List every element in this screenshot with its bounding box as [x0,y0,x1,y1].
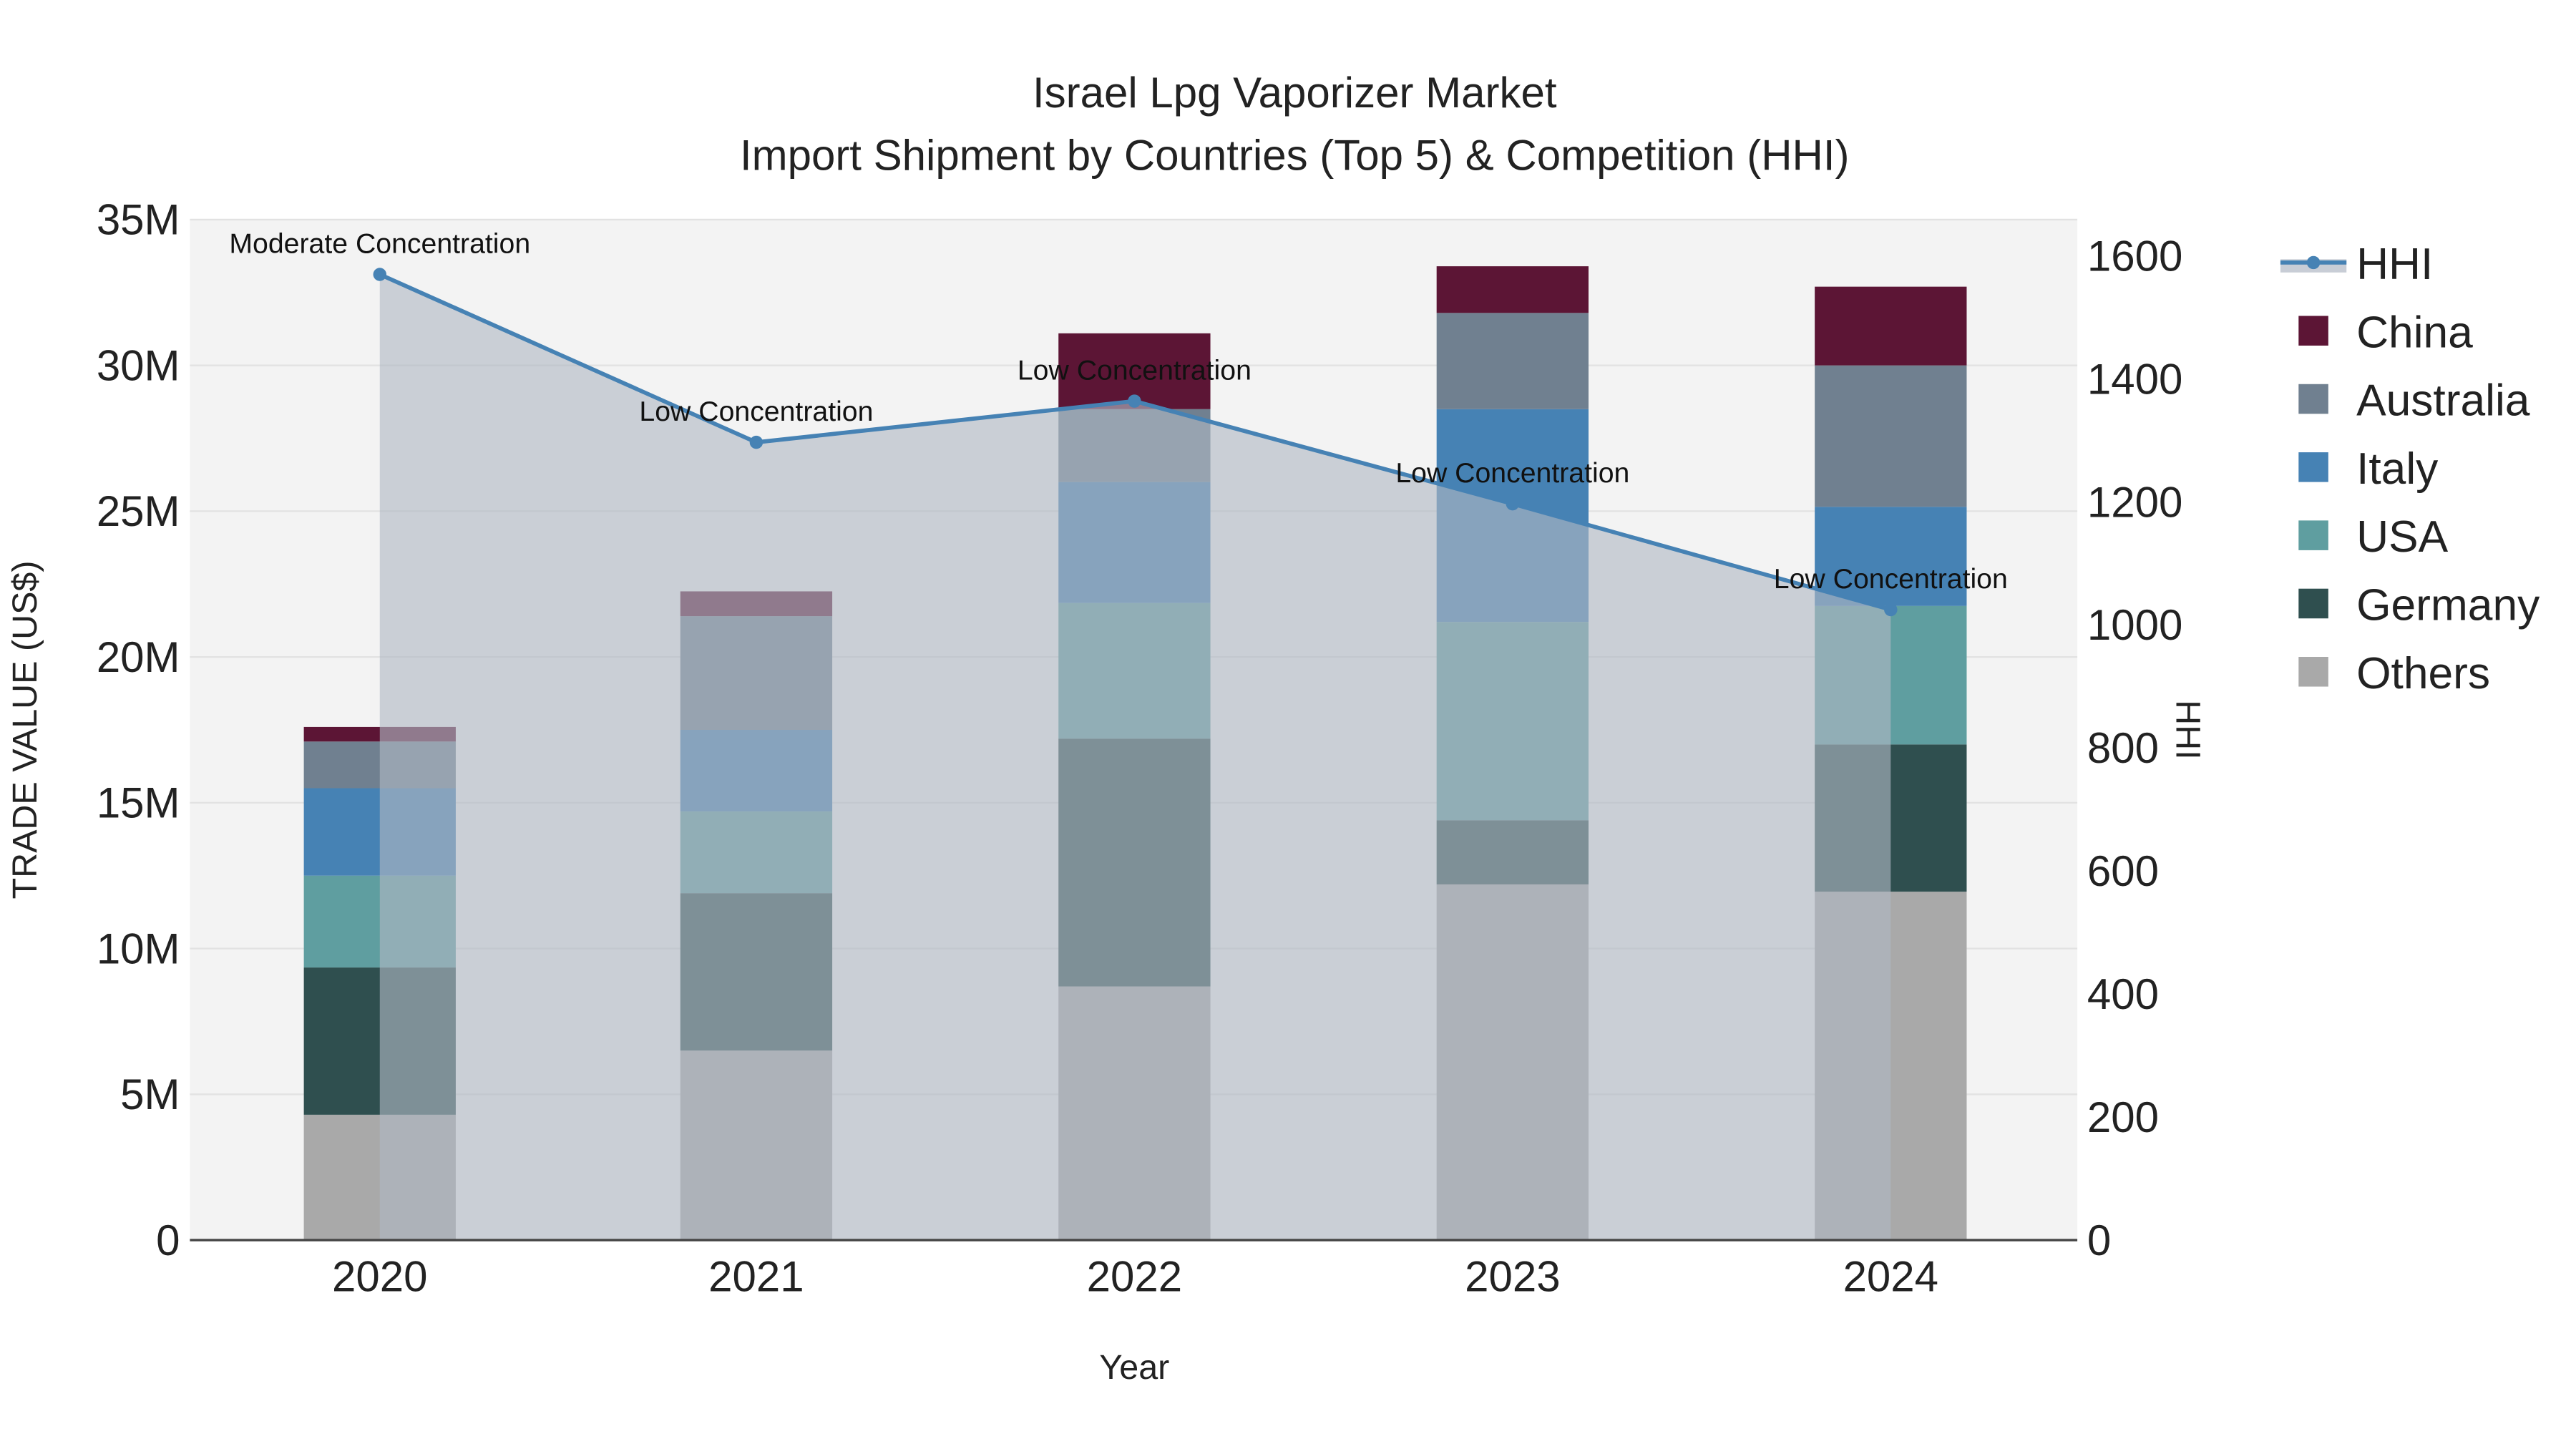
x-tick-label: 2021 [708,1253,804,1301]
y-tick-label: 15M [97,779,180,827]
hhi-annotation: Low Concentration [1395,457,1629,489]
bar-china-2023 [1436,266,1589,313]
legend-swatch-italy [2298,452,2328,482]
hhi-annotation: Low Concentration [1774,563,2008,595]
legend-label-hhi: HHI [2356,240,2433,289]
legend-swatch-others [2298,657,2328,687]
hhi-point [1128,394,1141,408]
y-tick-label: 30M [97,341,180,389]
legend-swatch-china [2298,316,2328,346]
y-tick-label: 25M [97,487,180,535]
y2-tick-label: 0 [2087,1216,2111,1264]
legend-label-australia: Australia [2356,376,2530,426]
y-tick-label: 35M [97,196,180,244]
legend-label-china: China [2356,308,2473,357]
y2-tick-label: 800 [2087,724,2159,772]
legend-swatch-usa [2298,520,2328,550]
legend-label-germany: Germany [2356,581,2540,630]
chart-subtitle: Import Shipment by Countries (Top 5) & C… [740,132,1850,180]
bar-china-2024 [1815,286,1967,366]
x-tick-label: 2024 [1843,1253,1938,1301]
legend-label-italy: Italy [2356,444,2439,494]
y-tick-label: 5M [120,1070,180,1118]
bar-italy-2024 [1815,507,1967,606]
legend-label-others: Others [2356,649,2490,698]
y2-tick-label: 1400 [2087,355,2182,403]
hhi-point [749,435,763,449]
hhi-point [1506,497,1520,511]
y-tick-label: 0 [156,1216,180,1264]
legend-swatch-germany [2298,588,2328,619]
y2-tick-label: 600 [2087,847,2159,895]
bar-australia-2023 [1436,313,1589,409]
legend-hhi-marker [2306,255,2321,270]
chart-title: Israel Lpg Vaporizer Market [1033,69,1557,117]
y-tick-label: 20M [97,633,180,681]
hhi-annotation: Low Concentration [639,396,873,427]
bar-australia-2024 [1815,365,1967,507]
hhi-point [373,268,386,281]
hhi-annotation: Moderate Concentration [229,228,530,259]
hhi-annotation: Low Concentration [1018,355,1252,386]
y2-tick-label: 400 [2087,970,2159,1018]
x-tick-label: 2022 [1087,1253,1182,1301]
y-axis-label: TRADE VALUE (US$) [6,561,44,899]
hhi-point [1884,602,1898,617]
y2-tick-label: 1000 [2087,601,2182,649]
y2-axis-label: HHI [2169,700,2207,759]
y2-tick-label: 1600 [2087,232,2182,280]
legend-label-usa: USA [2356,512,2449,562]
x-tick-label: 2020 [332,1253,427,1301]
x-tick-label: 2023 [1465,1253,1560,1301]
y2-tick-label: 1200 [2087,478,2182,526]
x-axis-label: Year [1099,1348,1169,1387]
y-tick-label: 10M [97,924,180,972]
legend-swatch-australia [2298,384,2328,414]
hhi-area [379,274,1891,1241]
y2-tick-label: 200 [2087,1093,2159,1141]
